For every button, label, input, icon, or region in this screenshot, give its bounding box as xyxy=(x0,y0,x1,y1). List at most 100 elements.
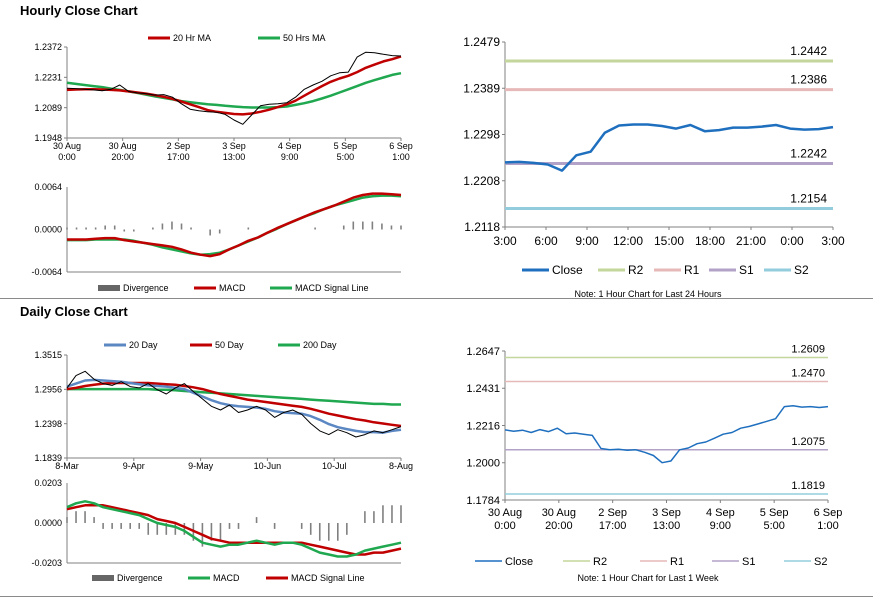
x-tick-label: 15:00 xyxy=(654,234,684,248)
legend-label: 20 Day xyxy=(129,340,158,350)
legend-label: 20 Hr MA xyxy=(173,33,211,43)
y-tick-label: -0.0203 xyxy=(31,558,62,568)
y-tick-label: 1.2000 xyxy=(466,458,500,470)
x-tick-label: 30 Aug xyxy=(109,141,137,151)
y-tick-label: 1.3515 xyxy=(34,350,62,360)
legend-label: S1 xyxy=(739,263,754,277)
legend-label: 50 Day xyxy=(215,340,244,350)
x-tick-label: 6:00 xyxy=(534,234,558,248)
legend-label: S2 xyxy=(794,263,809,277)
x-tick-label: 0:00 xyxy=(494,520,515,532)
x-tick-label: 0:00 xyxy=(58,152,76,162)
x-tick-label: 18:00 xyxy=(695,234,725,248)
chart-note: Note: 1 Hour Chart for Last 24 Hours xyxy=(574,289,722,299)
legend-label: S1 xyxy=(742,556,755,568)
series-20day-line xyxy=(66,378,402,434)
x-tick-label: 9-Apr xyxy=(123,461,145,471)
level-s1-label: 1.2075 xyxy=(791,436,825,448)
series-200day-line xyxy=(67,387,401,406)
x-tick-label: 21:00 xyxy=(736,234,766,248)
y-tick-label: 0.0000 xyxy=(34,225,62,235)
x-tick-label: 5:00 xyxy=(763,520,784,532)
x-tick-label: 30 Aug xyxy=(53,141,81,151)
series-macd-line xyxy=(67,192,402,258)
legend-label: R1 xyxy=(684,263,700,277)
y-tick-label: 1.2389 xyxy=(463,81,500,95)
level-r1-label: 1.2386 xyxy=(790,73,827,87)
x-tick-label: 2 Sep xyxy=(598,507,627,519)
x-tick-label: 10-Jun xyxy=(254,461,282,471)
y-tick-label: 1.2089 xyxy=(34,103,62,113)
y-tick-label: 1.2431 xyxy=(466,383,500,395)
x-tick-label: 5 Sep xyxy=(760,507,789,519)
section-divider xyxy=(0,298,873,299)
x-tick-label: 30 Aug xyxy=(488,507,522,519)
x-tick-label: 13:00 xyxy=(223,152,246,162)
x-tick-label: 3:00 xyxy=(821,234,845,248)
x-tick-label: 9-May xyxy=(188,461,214,471)
y-tick-label: 0.0064 xyxy=(34,182,62,192)
legend-label: Close xyxy=(552,263,583,277)
y-tick-label: 1.2208 xyxy=(463,174,500,188)
x-tick-label: 4 Sep xyxy=(706,507,735,519)
y-tick-label: 1.1948 xyxy=(34,133,62,143)
x-tick-label: 3:00 xyxy=(493,234,517,248)
level-s2-label: 1.1819 xyxy=(791,480,825,492)
daily-section-title: Daily Close Chart xyxy=(20,304,128,319)
legend-label: S2 xyxy=(814,556,827,568)
y-tick-label: 1.2231 xyxy=(34,72,62,82)
level-r2-label: 1.2609 xyxy=(791,344,825,356)
legend-label: Divergence xyxy=(117,573,163,583)
y-tick-label: 1.1784 xyxy=(466,495,500,507)
legend-label: Close xyxy=(505,556,533,568)
level-s2-label: 1.2154 xyxy=(790,192,827,206)
level-r1-label: 1.2470 xyxy=(791,368,825,380)
x-tick-label: 1:00 xyxy=(392,152,410,162)
series-20hr-ma-line xyxy=(66,55,402,116)
y-tick-label: 0.0000 xyxy=(34,518,62,528)
x-tick-label: 20:00 xyxy=(111,152,134,162)
x-tick-label: 13:00 xyxy=(653,520,681,532)
x-tick-label: 9:00 xyxy=(575,234,599,248)
series-close-line xyxy=(66,51,402,125)
legend-swatch xyxy=(98,285,120,291)
x-tick-label: 10-Jul xyxy=(322,461,347,471)
x-tick-label: 1:00 xyxy=(817,520,838,532)
legend-label: MACD xyxy=(213,573,240,583)
series-macd-signal-line xyxy=(67,194,402,256)
y-tick-label: 1.2372 xyxy=(34,42,62,52)
y-tick-label: 1.2118 xyxy=(464,220,500,234)
y-tick-label: 1.2216 xyxy=(466,420,500,432)
legend-label: R1 xyxy=(670,556,684,568)
legend-label: 50 Hrs MA xyxy=(283,33,326,43)
legend-swatch xyxy=(92,575,114,581)
y-tick-label: 0.0203 xyxy=(34,478,62,488)
x-tick-label: 8-Aug xyxy=(389,461,413,471)
x-tick-label: 30 Aug xyxy=(542,507,576,519)
x-tick-label: 3 Sep xyxy=(652,507,681,519)
x-tick-label: 6 Sep xyxy=(389,141,413,151)
chart-note: Note: 1 Hour Chart for Last 1 Week xyxy=(578,573,719,583)
series-macd-signal-line xyxy=(66,504,402,556)
legend-label: 200 Day xyxy=(303,340,337,350)
series-close-line xyxy=(66,370,402,438)
x-tick-label: 17:00 xyxy=(167,152,190,162)
y-tick-label: 1.2647 xyxy=(466,346,500,358)
x-tick-label: 5:00 xyxy=(337,152,355,162)
y-tick-label: 1.2398 xyxy=(34,419,62,429)
level-r2-label: 1.2442 xyxy=(790,44,827,58)
y-tick-label: -0.0064 xyxy=(31,267,62,277)
x-tick-label: 5 Sep xyxy=(334,141,358,151)
legend-label: Divergence xyxy=(123,283,169,293)
x-tick-label: 20:00 xyxy=(545,520,573,532)
bottom-divider xyxy=(0,596,873,597)
hourly-section-title: Hourly Close Chart xyxy=(20,3,138,18)
x-tick-label: 12:00 xyxy=(613,234,643,248)
x-tick-label: 8-Mar xyxy=(55,461,79,471)
y-tick-label: 1.2956 xyxy=(34,384,62,394)
level-s1-label: 1.2242 xyxy=(790,146,827,160)
series-close-line xyxy=(504,123,834,172)
x-tick-label: 9:00 xyxy=(710,520,731,532)
x-tick-label: 6 Sep xyxy=(814,507,843,519)
